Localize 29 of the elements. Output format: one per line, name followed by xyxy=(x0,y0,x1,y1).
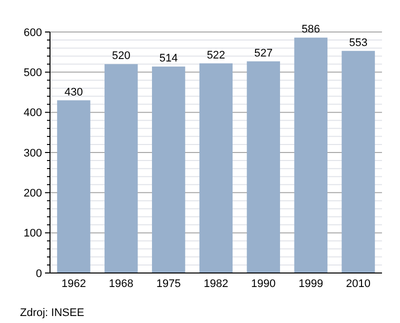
y-tick-label: 0 xyxy=(36,268,42,280)
bar xyxy=(152,66,186,273)
bar xyxy=(199,63,233,273)
bar xyxy=(294,38,328,273)
x-tick-label: 2010 xyxy=(346,278,371,290)
data-label: 514 xyxy=(159,52,178,65)
data-label: 520 xyxy=(112,50,130,62)
y-tick-label: 600 xyxy=(24,26,42,39)
data-label: 586 xyxy=(302,24,320,36)
y-tick-label: 400 xyxy=(24,107,42,120)
x-tick-label: 1962 xyxy=(61,278,86,290)
bar xyxy=(342,50,375,273)
data-label: 527 xyxy=(254,47,273,60)
y-tick-label: 300 xyxy=(24,147,42,160)
y-tick-label: 200 xyxy=(24,188,42,200)
data-label: 553 xyxy=(349,36,368,49)
x-tick-label: 1999 xyxy=(298,278,324,290)
bar xyxy=(57,100,90,273)
text: Zdroj: INSEE xyxy=(20,307,84,319)
x-tick-label: 1975 xyxy=(156,278,181,290)
x-tick-label: 1982 xyxy=(204,278,228,290)
y-tick-label: 100 xyxy=(24,228,42,240)
data-label: 522 xyxy=(206,49,226,62)
bar xyxy=(246,61,280,273)
bar xyxy=(104,64,138,273)
data-label: 430 xyxy=(64,86,83,98)
x-tick-label: 1968 xyxy=(108,278,134,290)
y-tick-label: 500 xyxy=(24,67,42,80)
x-tick-label: 1990 xyxy=(251,278,276,290)
